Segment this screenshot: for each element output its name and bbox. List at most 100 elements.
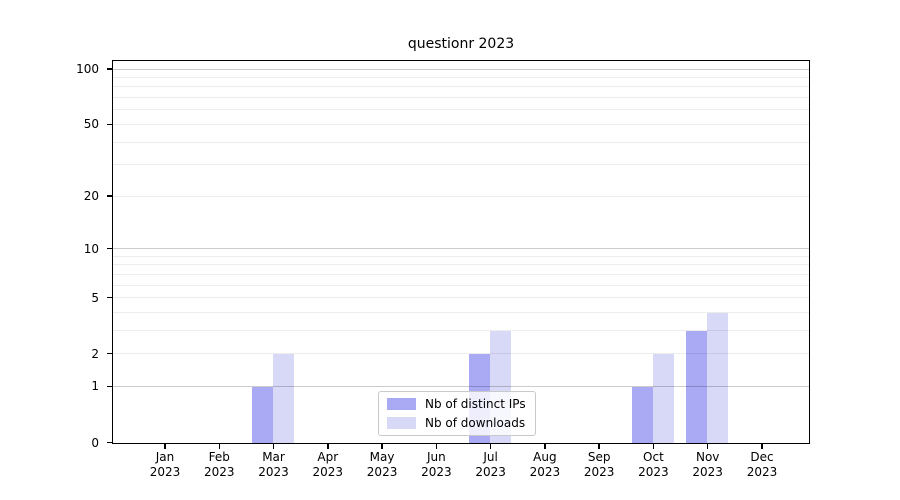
x-tick-mark-Jul — [489, 444, 492, 449]
minor-gridline-9 — [113, 255, 809, 257]
plot-area: Nb of distinct IPs Nb of downloads — [112, 60, 810, 444]
bar-distinct-ips-Oct — [631, 386, 653, 443]
minor-gridline-4 — [113, 311, 809, 313]
x-tick-month: Oct — [643, 450, 664, 464]
grid-layer — [113, 61, 809, 443]
minor-gridline-90 — [113, 77, 809, 79]
x-tick-mark-Nov — [707, 444, 709, 449]
x-tick-year: 2023 — [638, 465, 669, 479]
minor-gridline-70 — [113, 97, 809, 99]
y-tick-mark-100 — [107, 68, 112, 70]
x-tick-label-Jul: Jul 2023 — [461, 450, 521, 480]
legend-swatch-downloads — [387, 417, 416, 429]
x-tick-mark-Mar — [272, 444, 275, 449]
minor-gridline-50 — [113, 123, 809, 125]
y-tick-label-5: 5 — [91, 290, 99, 305]
minor-gridline-20 — [113, 195, 809, 197]
x-tick-year: 2023 — [475, 465, 506, 479]
minor-gridline-40 — [113, 141, 809, 143]
x-tick-month: Mar — [262, 450, 285, 464]
x-tick-month: May — [369, 450, 395, 464]
y-tick-mark-0 — [107, 441, 112, 444]
minor-gridline-3 — [113, 329, 809, 331]
y-tick-mark-2 — [107, 352, 112, 355]
x-tick-mark-Feb — [218, 444, 220, 449]
minor-gridline-80 — [113, 86, 809, 88]
y-tick-mark-1 — [107, 385, 112, 388]
x-tick-mark-Jan — [164, 444, 166, 449]
x-tick-mark-Aug — [544, 444, 546, 449]
x-tick-year: 2023 — [149, 465, 181, 479]
x-tick-year: 2023 — [258, 465, 289, 479]
x-tick-month: Dec — [750, 450, 774, 464]
x-tick-label-May: May 2023 — [352, 450, 412, 480]
x-tick-label-Jun: Jun 2023 — [406, 450, 466, 480]
y-tick-label-2: 2 — [91, 346, 99, 361]
legend-swatch-distinct-ips — [387, 398, 416, 410]
x-tick-label-Apr: Apr 2023 — [298, 450, 358, 480]
x-tick-month: Sep — [587, 450, 611, 464]
major-gridline-1 — [113, 385, 809, 387]
x-tick-year: 2023 — [746, 465, 778, 479]
y-tick-mark-5 — [107, 296, 112, 299]
x-tick-year: 2023 — [529, 465, 561, 479]
x-tick-month: Jan — [155, 450, 175, 464]
x-tick-mark-May — [381, 444, 383, 449]
legend-label-downloads: Nb of downloads — [425, 416, 526, 430]
x-tick-month: Nov — [695, 450, 720, 464]
x-tick-mark-Apr — [327, 444, 329, 449]
x-tick-mark-Sep — [598, 444, 600, 449]
x-tick-year: 2023 — [312, 465, 344, 479]
y-tick-label-50: 50 — [83, 117, 99, 132]
y-tick-label-0: 0 — [91, 435, 99, 450]
minor-gridline-7 — [113, 273, 809, 275]
x-tick-year: 2023 — [203, 465, 235, 479]
x-tick-mark-Jun — [435, 444, 438, 449]
y-tick-label-100: 100 — [76, 62, 99, 77]
legend: Nb of distinct IPs Nb of downloads — [378, 391, 536, 436]
minor-gridline-30 — [113, 164, 809, 166]
x-tick-month: Jul — [483, 450, 498, 464]
y-tick-mark-10 — [107, 247, 112, 250]
chart-title: questionr 2023 — [407, 36, 515, 52]
x-tick-year: 2023 — [421, 465, 452, 479]
minor-gridline-8 — [113, 264, 809, 266]
x-tick-label-Nov: Nov 2023 — [678, 450, 738, 480]
y-tick-label-1: 1 — [91, 379, 99, 394]
y-tick-label-10: 10 — [83, 241, 99, 256]
x-tick-month: Apr — [317, 450, 339, 464]
minor-gridline-2 — [113, 353, 809, 355]
x-tick-year: 2023 — [366, 465, 398, 479]
x-tick-year: 2023 — [583, 465, 615, 479]
x-tick-label-Jan: Jan 2023 — [135, 450, 195, 480]
bar-downloads-Mar — [273, 354, 295, 443]
x-tick-label-Sep: Sep 2023 — [569, 450, 629, 480]
x-tick-label-Feb: Feb 2023 — [189, 450, 249, 480]
x-tick-label-Mar: Mar 2023 — [244, 450, 304, 480]
minor-gridline-6 — [113, 284, 809, 286]
y-tick-label-20: 20 — [83, 189, 99, 204]
x-tick-month: Aug — [533, 450, 557, 464]
major-gridline-10 — [113, 248, 809, 249]
bar-distinct-ips-Mar — [252, 386, 274, 443]
y-tick-mark-50 — [107, 123, 112, 126]
bar-distinct-ips-Nov — [686, 330, 708, 443]
x-tick-mark-Oct — [652, 444, 655, 449]
x-tick-label-Dec: Dec 2023 — [732, 450, 792, 480]
major-gridline-100 — [113, 68, 809, 70]
x-tick-mark-Dec — [761, 444, 763, 449]
bar-downloads-Oct — [652, 354, 674, 443]
x-tick-year: 2023 — [692, 465, 723, 479]
minor-gridline-5 — [113, 297, 809, 299]
legend-label-distinct-ips: Nb of distinct IPs — [425, 397, 526, 411]
bar-downloads-Nov — [707, 312, 729, 443]
x-tick-label-Oct: Oct 2023 — [623, 450, 683, 480]
x-tick-month: Jun — [426, 450, 446, 464]
legend-entry-distinct-ips: Nb of distinct IPs — [387, 397, 526, 411]
y-tick-mark-20 — [107, 195, 112, 197]
legend-entry-downloads: Nb of downloads — [387, 416, 526, 430]
minor-gridline-60 — [113, 109, 809, 111]
x-tick-label-Aug: Aug 2023 — [515, 450, 575, 480]
x-tick-month: Feb — [208, 450, 230, 464]
